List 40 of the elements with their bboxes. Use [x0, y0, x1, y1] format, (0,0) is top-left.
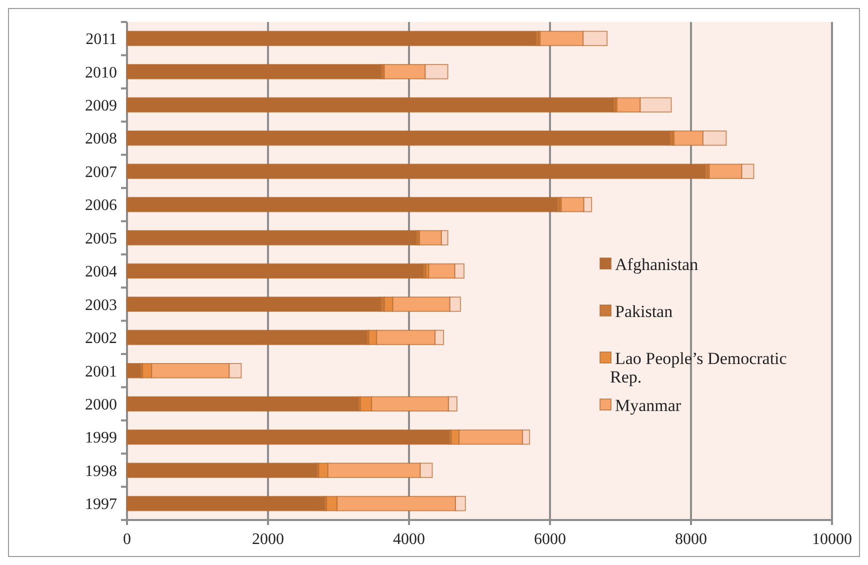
- x-tick-label: 6000: [534, 531, 566, 548]
- bar: [126, 97, 614, 113]
- legend-label: Pakistan: [615, 302, 674, 321]
- y-tick-label: 2001: [85, 363, 117, 380]
- y-tick-label: 1997: [85, 496, 117, 514]
- bar: [126, 429, 450, 445]
- legend-label: Myanmar: [615, 396, 682, 415]
- x-tick-label: 10000: [812, 531, 852, 548]
- y-tick-label: 1999: [85, 430, 117, 447]
- bar: [126, 330, 368, 346]
- bar: [126, 396, 359, 412]
- y-tick-label: 2010: [85, 64, 117, 82]
- y-tick-label: 2002: [85, 330, 117, 348]
- bar: [126, 462, 318, 478]
- y-tick-label: 2008: [85, 130, 117, 148]
- bar: [126, 496, 325, 512]
- x-tick-label: 0: [123, 531, 131, 548]
- x-tick-label: 4000: [393, 531, 425, 548]
- x-tick-label: 8000: [675, 531, 707, 548]
- bar: [126, 64, 382, 80]
- y-tick-label: 2011: [86, 31, 117, 48]
- y-tick-label: 2004: [85, 264, 117, 281]
- legend-label: Lao People’s Democratic Rep.: [610, 348, 788, 387]
- legend-label: Afghanistan: [615, 254, 699, 274]
- bar: [126, 130, 670, 146]
- bar: [126, 30, 536, 46]
- y-tick-label: 2005: [85, 230, 117, 248]
- bar: [126, 296, 382, 312]
- bar: [126, 164, 706, 179]
- bar: [126, 230, 417, 246]
- y-tick-label: 2003: [85, 296, 117, 314]
- y-tick-label: 2000: [85, 396, 117, 414]
- bar: [126, 196, 558, 212]
- y-tick-label: 2006: [85, 197, 117, 214]
- bar: [126, 263, 424, 279]
- y-tick-label: 2009: [85, 97, 117, 114]
- y-tick-label: 2007: [85, 164, 117, 181]
- bar: [126, 363, 141, 378]
- x-tick-label: 2000: [252, 531, 284, 548]
- y-tick-label: 1998: [85, 462, 117, 480]
